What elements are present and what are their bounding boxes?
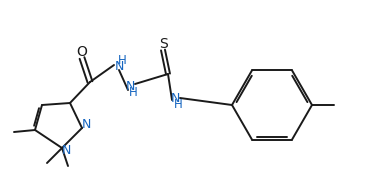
Text: N: N [125, 81, 135, 94]
Text: O: O [76, 45, 87, 59]
Text: H: H [129, 87, 137, 100]
Text: H: H [173, 98, 182, 111]
Text: S: S [160, 37, 168, 51]
Text: H: H [117, 54, 126, 66]
Text: N: N [81, 119, 91, 132]
Text: N: N [114, 60, 124, 73]
Text: N: N [61, 144, 71, 157]
Text: N: N [170, 92, 180, 106]
